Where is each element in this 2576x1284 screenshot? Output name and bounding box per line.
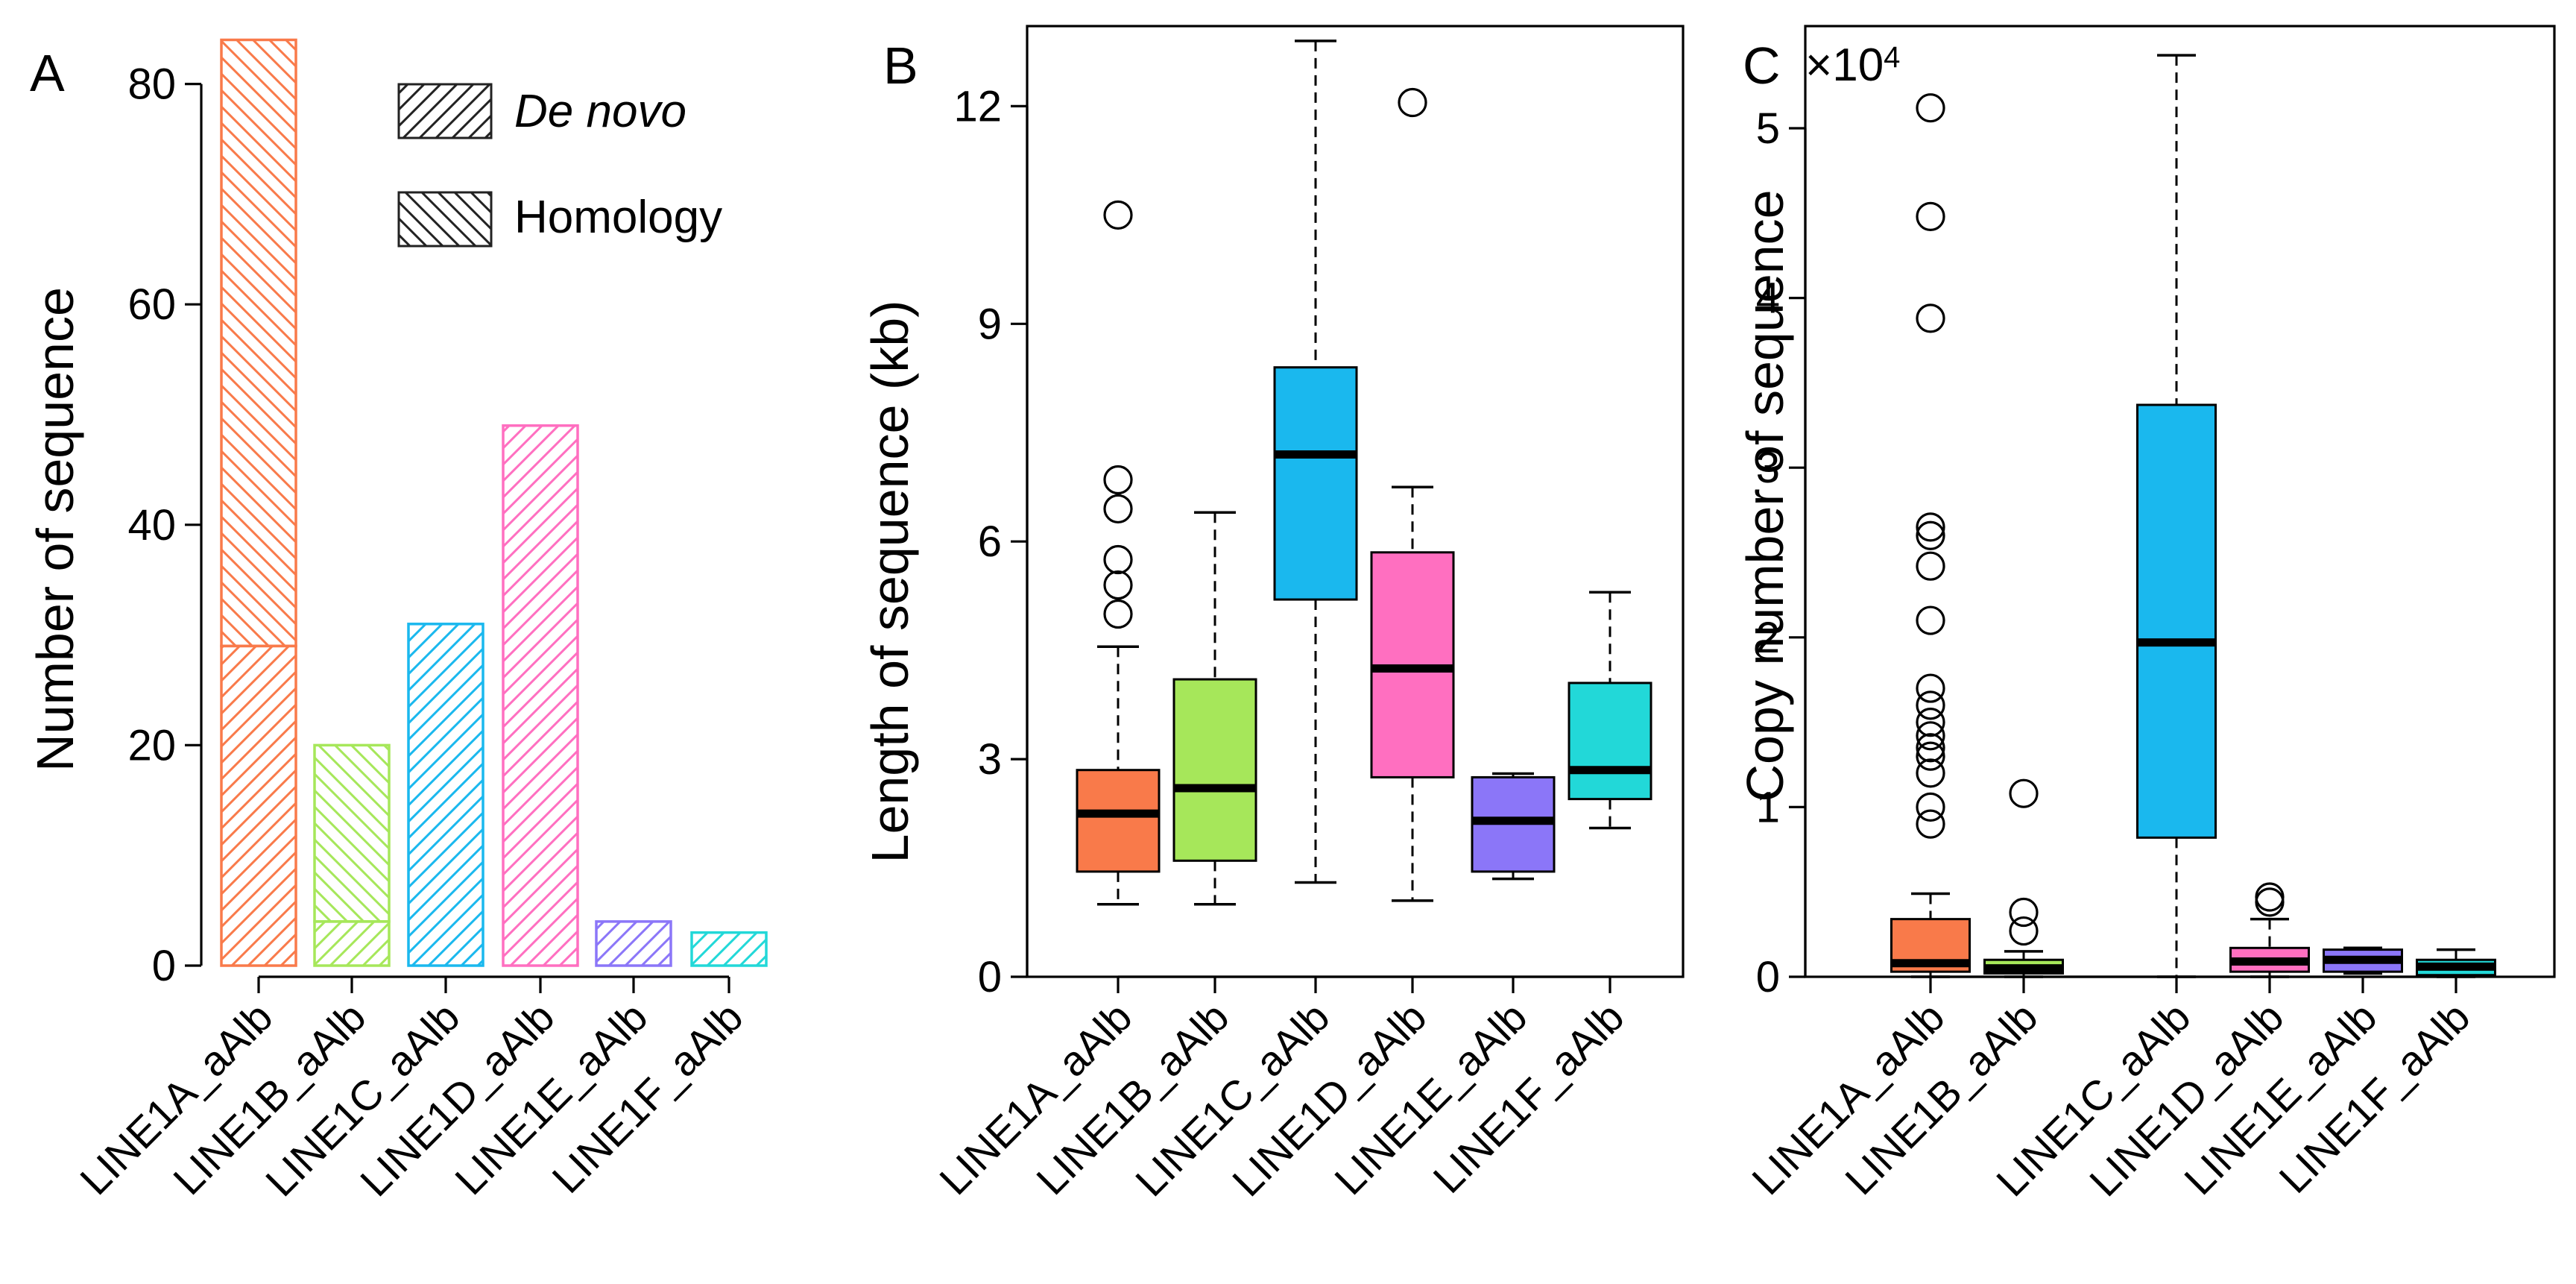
panel-c: C Copy number of sequence ×104 012345LIN… [1736,25,2556,1205]
outlier-line1a-aalb [1103,599,1133,629]
y-tick-label-a: 20 [127,721,176,770]
y-tick-label-b: 12 [953,82,1002,130]
y-tick-label-b: 0 [978,953,1002,1001]
outlier-line1a-aalb [1916,758,1945,788]
outlier-line1a-aalb [1916,707,1945,737]
outlier-line1a-aalb [1916,605,1945,635]
y-tick-label-c: 0 [1756,953,1780,1001]
bar-de-novo-line1e-aalb [595,920,672,967]
panel-label-a: A [30,44,65,102]
outlier-line1a-aalb [1916,721,1945,751]
bar-de-novo-line1d-aalb [502,424,579,967]
legend-swatch-homology [397,191,493,248]
outlier-line1a-aalb [1916,792,1945,822]
bar-de-novo-line1a-aalb [220,644,297,967]
outlier-line1a-aalb [1916,201,1945,231]
y-tick-label-c: 2 [1756,614,1780,662]
outlier-line1a-aalb [1916,690,1945,720]
y-tick-label-a: 40 [127,501,176,550]
y-tick-label-c: 3 [1756,444,1780,492]
outlier-line1b-aalb [2009,916,2039,946]
panel-label-b: B [883,37,918,95]
outlier-line1a-aalb [1103,200,1133,230]
y-axis-title-b: Length of sequence (kb) [861,300,919,863]
box-line1c-aalb [2136,403,2217,839]
outlier-line1a-aalb [1916,512,1945,542]
box-line1b-aalb [1172,678,1257,862]
outlier-line1a-aalb [1916,520,1945,550]
scale-factor-exponent: 4 [1884,41,1900,74]
outlier-line1a-aalb [1103,570,1133,600]
y-tick-label-b: 9 [978,300,1002,348]
box-line1f-aalb [1568,682,1652,801]
panel-a: A Number of sequence De novo Homology 0 2… [26,38,768,1205]
outlier-line1a-aalb [1916,303,1945,333]
y-tick-label-c: 4 [1756,274,1780,323]
y-tick-label-b: 6 [978,517,1002,566]
outlier-line1b-aalb [2009,778,2039,808]
outlier-line1a-aalb [1916,809,1945,839]
outlier-line1b-aalb [2009,897,2039,928]
bar-de-novo-line1f-aalb [690,931,768,967]
bar-de-novo-line1c-aalb [407,623,484,967]
y-axis-title-a: Number of sequence [26,287,84,772]
outlier-line1a-aalb [1103,544,1133,575]
outlier-line1a-aalb [1916,93,1945,123]
legend-swatch-de-novo [397,83,493,139]
y-axis-title-c: Copy number of sequence [1736,189,1794,802]
outlier-line1a-aalb [1916,733,1945,763]
y-tick-label-a: 0 [152,942,176,990]
outlier-line1d-aalb [1398,87,1427,118]
outlier-line1a-aalb [1916,673,1945,703]
bar-homology-line1a-aalb [220,38,297,648]
outlier-line1a-aalb [1916,741,1945,771]
y-tick-label-b: 3 [978,735,1002,784]
box-line1c-aalb [1273,366,1358,601]
outlier-line1a-aalb [1103,465,1133,495]
legend-label-homology: Homology [514,192,722,243]
y-tick-label-a: 60 [127,280,176,329]
legend-label-de-novo: De novo [514,86,686,137]
box-line1a-aalb [1076,769,1161,873]
y-tick-label-c: 1 [1756,783,1780,831]
scale-factor-label: ×104 [1805,40,1900,91]
panel-b: B Length of sequence (kb) 036912LINE1A_a… [861,25,1685,1205]
outlier-line1d-aalb [2255,882,2285,912]
bar-de-novo-line1b-aalb [313,920,391,967]
y-tick-label-a: 80 [127,60,176,109]
y-tick-label-c: 5 [1756,104,1780,153]
scale-factor-base: ×10 [1805,40,1884,91]
outlier-line1a-aalb [1103,494,1133,524]
panel-label-c: C [1743,37,1781,95]
bar-homology-line1b-aalb [313,743,391,923]
outlier-line1a-aalb [1916,551,1945,581]
legend-a: De novo Homology [397,83,722,248]
